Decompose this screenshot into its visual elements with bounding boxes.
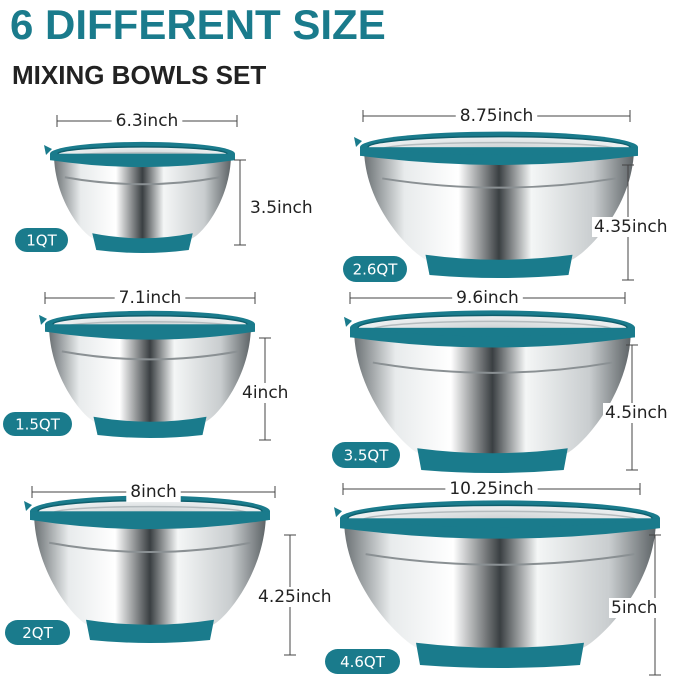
lid-band-curve [50,153,235,168]
bowl-group [44,141,235,253]
bowl-base [416,642,584,668]
lid-band [350,327,635,338]
capacity-badge [325,649,400,674]
lid-band-curve [360,147,638,165]
lid-tab [39,314,47,325]
lid-band [30,511,270,520]
capacity-label: 3.5QT [344,447,390,465]
lid-band [360,147,638,156]
bowl-base [417,448,568,473]
width-label-bg [452,288,523,308]
bowl-rim-line [372,361,613,374]
width-label-bg [126,482,181,502]
height-label: 4.25inch [258,587,331,607]
capacity-badge [332,442,400,468]
height-label-bg [592,217,670,237]
height-label: 5inch [611,598,657,618]
width-label: 8inch [130,482,176,502]
lid-band [45,324,255,332]
title: 6 DIFFERENT SIZE [10,1,386,48]
capacity-badge [15,228,68,252]
lid-tab [44,144,52,155]
bowl-rim-line [64,176,221,186]
bowl-base [86,619,214,643]
bowl-body [364,147,634,261]
lid-tab [354,136,362,147]
bowl-rim-line [61,350,239,361]
lid-tab [24,501,32,512]
width-label: 9.6inch [456,288,519,308]
capacity-label: 1QT [26,232,57,250]
height-label-bg [609,598,660,618]
bowl-base [93,416,207,438]
bowl-group [39,310,255,438]
width-label-bg [445,479,538,499]
bowl-rim-line [365,553,635,566]
lid-band [50,153,235,161]
height-label: 4.35inch [594,217,667,237]
bowl-base [425,254,573,278]
bowl-group [344,310,635,473]
bowl-group [334,500,660,668]
capacity-badge [5,620,70,645]
subtitle: MIXING BOWLS SET [12,60,266,90]
bowl-body [344,518,656,649]
bowl-rim-line [382,177,616,189]
lid-band-curve [340,518,660,539]
lid-band-curve [350,327,635,348]
lid-band-curve [30,511,270,530]
height-label: 3.5inch [250,198,313,218]
capacity-label: 4.6QT [340,653,386,671]
width-label: 6.3inch [116,111,179,131]
capacity-badge [343,256,407,282]
bowl-body [34,511,266,626]
width-label: 7.1inch [119,288,182,308]
bowl-body [354,327,631,455]
height-label: 4.5inch [605,403,668,423]
lid-tab [344,316,352,327]
height-label-bg [248,198,315,218]
height-label-bg [603,403,670,423]
capacity-label: 1.5QT [15,416,61,434]
capacity-label: 2QT [22,624,53,642]
height-label-bg [240,383,291,403]
bowl-body [54,153,231,240]
height-label-bg [256,587,334,607]
bowl-rim-line [49,541,251,554]
bowl-body [49,324,251,423]
lid-tab [334,507,342,518]
width-label: 10.25inch [449,479,533,499]
capacity-badge [3,412,72,436]
lid-band [340,518,660,529]
bowl-group [354,131,638,278]
bowl-base [92,233,193,253]
width-label-bg [111,111,183,131]
capacity-label: 2.6QT [353,261,399,279]
width-label-bg [114,288,186,308]
height-label: 4inch [242,383,288,403]
width-label-bg [455,106,538,126]
width-label: 8.75inch [460,106,533,126]
lid-band-curve [45,324,255,340]
